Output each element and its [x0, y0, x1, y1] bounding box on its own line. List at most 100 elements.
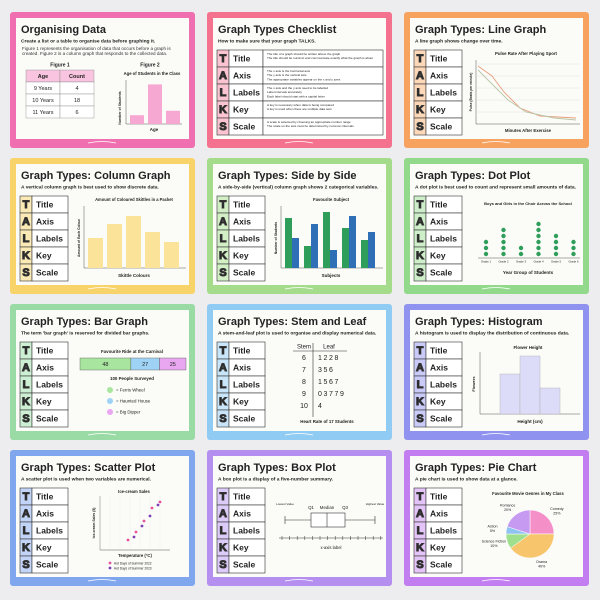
dot [536, 251, 541, 257]
talks-letter: A [219, 508, 227, 520]
talks-word: Scale [430, 267, 452, 277]
talks-letter: T [220, 491, 227, 503]
slide-subtitle: A side-by-side (vertical) column graph s… [218, 184, 379, 190]
talks-word: Labels [430, 525, 457, 535]
label: 4 [318, 403, 324, 410]
slide-subtitle: How to make sure that your graph TALKS. [218, 38, 316, 44]
talks-letter: L [220, 87, 227, 99]
table-cell [59, 105, 95, 119]
column [323, 212, 330, 268]
talks-letter: L [417, 525, 424, 537]
column [311, 224, 318, 268]
dot [501, 227, 506, 233]
talks-letter: A [219, 362, 227, 374]
dot-stack [553, 233, 559, 257]
talks-letter: K [416, 104, 424, 116]
slide-subtitle: A scatter plot is used when two variable… [21, 476, 152, 482]
scatter-point [156, 503, 160, 507]
talks-word: Key [36, 542, 52, 552]
talks-word: Labels [430, 87, 457, 97]
talks-letter: A [22, 508, 30, 520]
talks-word: Key [233, 542, 249, 552]
dot [571, 251, 576, 257]
column [285, 218, 292, 268]
label: Temperature (°C) [118, 553, 152, 558]
talks-letter: K [22, 250, 30, 262]
dot [518, 251, 524, 257]
label: Favourite Movie Genres in My Class [492, 491, 564, 496]
talks-letter: A [219, 70, 227, 82]
value-label: 48 [102, 362, 108, 368]
talks-word: Title [430, 491, 448, 501]
talks-word: Scale [430, 413, 452, 423]
talks-word: Title [233, 199, 251, 209]
label: Grade 4 [533, 260, 544, 264]
talks-letter: T [417, 53, 424, 65]
swoosh [284, 141, 314, 144]
bar [148, 84, 162, 124]
label: Median [320, 505, 335, 510]
talks-letter: K [416, 542, 424, 554]
slide-title: Graph Types: Stem and Leaf [218, 316, 367, 328]
label: Subjects [322, 273, 341, 278]
talks-word-box [228, 555, 266, 574]
scatter-point [132, 535, 136, 539]
scatter-point [126, 538, 130, 542]
label: Amount of Coloured Skittles in a Packet [95, 197, 173, 202]
slide-subtitle: Create a list or a table to organise dat… [21, 38, 156, 44]
bar-segment [159, 357, 187, 371]
talks-word: Scale [430, 121, 452, 131]
label: Age of Students in the Class [124, 71, 181, 76]
talks-word: Labels [430, 379, 457, 389]
talks-letter: L [220, 379, 227, 391]
label: Grade 3 [516, 260, 527, 264]
talks-word-box [31, 555, 69, 574]
label: Age [150, 127, 159, 132]
talks-word-box [228, 263, 266, 282]
talks-letter: A [219, 216, 227, 228]
swoosh [284, 579, 314, 582]
slide-subtitle: A dot plot is best used to count and rep… [415, 184, 577, 190]
talks-letter: L [417, 379, 424, 391]
talks-word: Labels [233, 87, 260, 97]
talks-word: Axis [233, 508, 251, 518]
checklist-item: The x axis is the horizontal axis [267, 69, 310, 73]
talks-word: Title [430, 345, 448, 355]
swoosh [87, 433, 117, 436]
label: 03779 [318, 391, 345, 398]
swoosh [87, 141, 117, 144]
talks-letter: K [219, 250, 227, 262]
legend-swatch [108, 561, 112, 565]
talks-word: Axis [233, 70, 251, 80]
talks-word: Title [36, 199, 54, 209]
talks-letter: K [416, 250, 424, 262]
label: Boys and Girls in the Choir Across the S… [484, 201, 572, 206]
talks-word: Key [36, 250, 52, 260]
dot-stack [501, 227, 506, 257]
dot [483, 245, 489, 251]
scatter-point [158, 500, 162, 504]
dot [553, 251, 559, 257]
talks-letter: T [417, 491, 424, 503]
label: Flowers [471, 376, 476, 392]
label: 11 Years [32, 110, 53, 116]
talks-word-box [31, 409, 69, 428]
dot [501, 239, 506, 245]
talks-word: Axis [430, 216, 448, 226]
histogram-bar [519, 355, 541, 415]
legend-swatch [107, 409, 113, 415]
talks-word: Labels [36, 233, 63, 243]
dot [571, 245, 576, 251]
column [292, 238, 299, 268]
checklist-item: The scale on the axis must be determined… [267, 124, 354, 128]
slide-subtitle: A box plot is a display of a five-number… [218, 476, 334, 482]
value-label: 27 [142, 362, 148, 368]
pie-slice [510, 533, 555, 559]
slide-title: Graph Types: Scatter Plot [21, 462, 156, 474]
column [164, 242, 179, 268]
pie-slice [529, 509, 555, 535]
talks-letter: K [22, 542, 30, 554]
label: Ice-cream Sales [118, 489, 150, 494]
legend-swatch [108, 566, 112, 570]
